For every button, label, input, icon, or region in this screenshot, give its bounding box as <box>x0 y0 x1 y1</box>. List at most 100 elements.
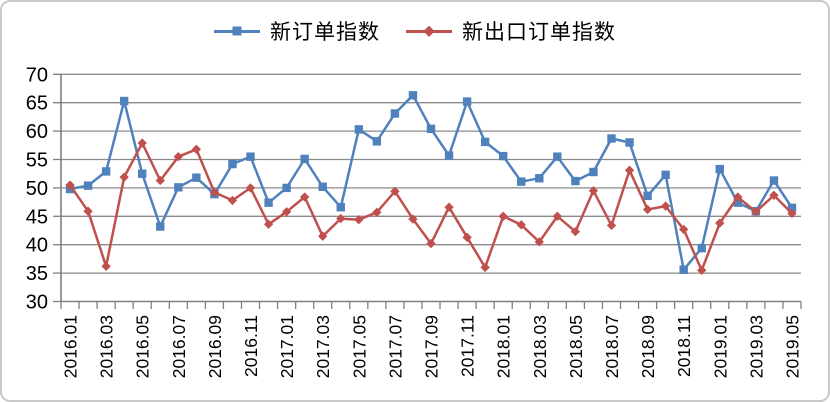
y-axis-label: 55 <box>26 150 48 172</box>
data-point-new-orders <box>264 198 273 207</box>
data-point-new-export-orders <box>480 262 490 273</box>
y-axis-label: 30 <box>26 292 48 314</box>
x-axis-label: 2019.03 <box>746 315 766 378</box>
x-axis-label: 2016.05 <box>133 315 153 378</box>
data-point-new-orders <box>589 167 598 177</box>
data-point-new-orders <box>444 151 454 160</box>
data-point-new-orders <box>498 151 508 161</box>
chart-legend: 新订单指数 新出口订单指数 <box>2 16 828 46</box>
data-point-new-orders <box>300 154 309 164</box>
data-point-new-export-orders <box>245 183 256 193</box>
x-axis-label: 2019.01 <box>710 315 730 378</box>
data-point-new-export-orders <box>173 151 183 162</box>
data-point-new-orders <box>480 137 490 147</box>
x-axis-label: 2016.01 <box>61 315 81 378</box>
data-point-new-orders <box>390 109 400 118</box>
data-point-new-orders <box>138 169 147 178</box>
data-point-new-orders <box>318 182 327 191</box>
data-point-new-export-orders <box>444 202 454 212</box>
x-axis-label: 2016.11 <box>241 315 261 377</box>
data-point-new-export-orders <box>299 192 310 202</box>
legend-item-new-orders[interactable]: 新订单指数 <box>214 16 380 46</box>
data-point-new-orders <box>787 203 797 212</box>
data-point-new-export-orders <box>390 186 400 196</box>
data-point-new-export-orders <box>769 190 779 200</box>
x-axis-label: 2018.11 <box>674 315 694 377</box>
y-axis-label: 50 <box>26 178 48 200</box>
data-point-new-orders <box>553 152 562 161</box>
data-point-new-export-orders <box>372 207 382 217</box>
data-point-new-orders <box>462 97 472 106</box>
data-point-new-orders <box>643 191 652 201</box>
data-point-new-orders <box>372 137 382 146</box>
legend-label-new-export-orders: 新出口订单指数 <box>462 20 616 44</box>
data-point-new-export-orders <box>462 232 472 242</box>
x-axis-label: 2016.07 <box>169 315 189 378</box>
data-point-new-export-orders <box>408 214 418 224</box>
data-point-new-orders <box>697 243 706 253</box>
data-point-new-export-orders <box>642 204 653 215</box>
data-point-new-orders <box>246 152 255 161</box>
data-point-new-orders <box>174 183 183 192</box>
x-axis-label: 2018.09 <box>638 315 658 378</box>
y-axis-label: 35 <box>26 263 48 285</box>
x-axis-label: 2018.05 <box>566 315 586 378</box>
data-point-new-export-orders <box>570 226 581 237</box>
data-point-new-orders <box>336 203 345 212</box>
data-point-new-orders <box>282 183 291 193</box>
data-point-new-orders <box>607 134 616 143</box>
data-point-new-export-orders <box>137 138 147 148</box>
data-point-new-orders <box>571 176 580 186</box>
data-point-new-export-orders <box>606 220 617 231</box>
x-axis-label: 2016.03 <box>97 315 117 378</box>
data-point-new-orders <box>192 173 201 182</box>
x-axis-label: 2016.09 <box>205 315 225 378</box>
x-axis-label: 2019.05 <box>782 315 802 378</box>
data-point-new-export-orders <box>119 172 129 182</box>
y-axis-label: 60 <box>26 121 48 143</box>
series-line-new-export-orders <box>68 141 794 272</box>
legend-line-diamond-icon <box>406 25 452 37</box>
x-axis-label: 2017.11 <box>458 315 478 377</box>
data-point-new-orders <box>535 174 544 183</box>
x-axis-label: 2017.07 <box>385 315 405 378</box>
legend-label-new-orders: 新订单指数 <box>270 20 380 44</box>
data-point-new-orders <box>661 170 670 180</box>
data-point-new-export-orders <box>191 144 202 154</box>
data-point-new-export-orders <box>534 237 544 247</box>
data-point-new-orders <box>83 181 93 190</box>
data-point-new-export-orders <box>281 207 292 217</box>
data-point-new-export-orders <box>426 238 436 249</box>
data-point-new-export-orders <box>498 211 508 221</box>
data-point-new-export-orders <box>83 206 93 216</box>
data-point-new-export-orders <box>751 207 761 217</box>
data-point-new-export-orders <box>588 186 599 196</box>
legend-item-new-export-orders[interactable]: 新出口订单指数 <box>406 16 616 46</box>
y-axis-label: 45 <box>26 206 48 228</box>
data-point-new-orders <box>715 164 724 174</box>
y-axis-label: 40 <box>26 235 48 257</box>
data-point-new-orders <box>426 124 436 134</box>
data-point-new-orders <box>101 167 111 176</box>
data-point-new-export-orders <box>65 180 75 190</box>
x-axis-label: 2018.01 <box>494 315 514 378</box>
legend-line-square-icon <box>214 26 260 36</box>
data-point-new-orders <box>517 177 526 186</box>
y-axis-label: 65 <box>26 93 48 115</box>
data-point-new-export-orders <box>679 224 689 235</box>
x-axis-label: 2018.07 <box>602 315 622 378</box>
data-point-new-orders <box>625 138 634 147</box>
data-point-new-export-orders <box>624 165 635 175</box>
data-point-new-orders <box>119 96 129 106</box>
data-point-new-export-orders <box>263 219 274 229</box>
data-point-new-export-orders <box>336 213 346 224</box>
data-point-new-orders <box>354 125 364 134</box>
data-point-new-export-orders <box>155 175 165 186</box>
y-axis-label: 70 <box>26 64 48 86</box>
data-point-new-export-orders <box>227 195 238 206</box>
data-point-new-orders <box>679 265 688 274</box>
data-point-new-export-orders <box>101 261 111 271</box>
data-point-new-export-orders <box>209 187 220 198</box>
